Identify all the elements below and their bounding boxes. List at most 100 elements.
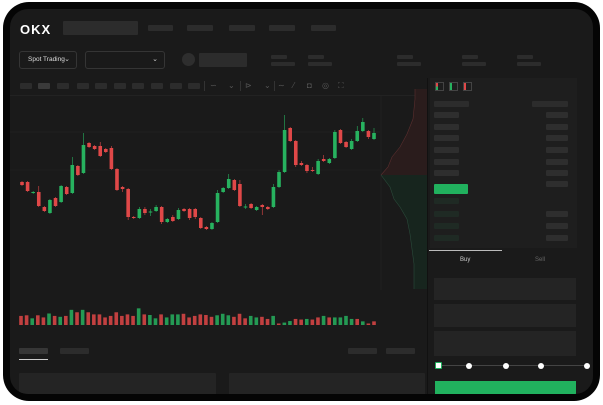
candle-body <box>36 192 41 206</box>
candle-body <box>70 165 75 193</box>
price-display <box>199 53 247 67</box>
candle-body <box>372 133 376 139</box>
price-input[interactable] <box>434 278 576 300</box>
nav-item[interactable] <box>269 25 295 31</box>
buy-button[interactable] <box>435 381 576 394</box>
search-bar[interactable] <box>63 21 138 35</box>
interval-button[interactable] <box>188 83 200 89</box>
bid-price <box>434 198 459 204</box>
interval-button[interactable] <box>170 83 182 89</box>
candle-body <box>120 187 125 189</box>
volume-bar <box>80 309 85 325</box>
interval-button-active[interactable] <box>38 83 50 89</box>
orderbook-header-amount <box>532 101 568 107</box>
nav-item[interactable] <box>148 25 173 31</box>
slider-step[interactable] <box>584 363 590 369</box>
spot-trading-dropdown[interactable]: Spot Trading ⌄ <box>19 51 77 69</box>
volume-bar <box>288 321 292 325</box>
orders-panel-left <box>19 373 216 394</box>
interval-button[interactable] <box>95 83 107 89</box>
candle-body <box>131 217 136 218</box>
tab-sell[interactable]: Sell <box>535 257 546 263</box>
volume-bar <box>30 318 35 325</box>
volume-bar <box>226 315 231 325</box>
volume-bar <box>265 318 270 325</box>
total-input[interactable] <box>434 331 576 356</box>
candle-body <box>59 186 63 202</box>
tab-open-orders[interactable] <box>19 348 48 354</box>
candle-body <box>243 206 248 208</box>
indicator-icon[interactable]: ∽ <box>210 81 217 90</box>
bid-price <box>434 235 459 241</box>
candle-body <box>293 141 298 165</box>
volume-bar <box>148 315 152 325</box>
candlestick-chart[interactable] <box>10 9 427 339</box>
slider-step[interactable] <box>503 363 509 369</box>
volume-bar <box>360 321 365 325</box>
nav-item[interactable] <box>229 25 255 31</box>
ask-amount <box>546 112 568 118</box>
volume-bar <box>254 317 259 325</box>
slider-track[interactable] <box>438 365 586 366</box>
candle-body <box>81 145 86 173</box>
stat-value <box>517 62 541 66</box>
volume-bar <box>24 315 29 325</box>
ask-amount <box>546 181 568 187</box>
slider-step[interactable] <box>538 363 544 369</box>
volume-bar <box>304 318 309 325</box>
volume-bar <box>260 316 264 325</box>
candle-body <box>154 207 158 211</box>
pair-dropdown[interactable]: ⌄ <box>85 51 165 69</box>
volume-bar <box>103 317 107 325</box>
fullscreen-icon[interactable]: ⛶ <box>338 81 344 90</box>
app-screen: OKX Spot Trading ⌄ ⌄ ∽ ⌄ ⊳ ⌄ ∼ ⁄ ◘ ◎ ⛶ <box>10 9 593 394</box>
nav-item[interactable] <box>187 25 213 31</box>
interval-button[interactable] <box>20 83 32 89</box>
candle-body <box>25 182 30 191</box>
volume-bar <box>327 317 331 325</box>
candle-body <box>143 209 147 213</box>
interval-button[interactable] <box>57 83 69 89</box>
ask-price <box>434 147 459 153</box>
amount-input[interactable] <box>434 304 576 327</box>
volume-bar <box>176 314 180 325</box>
stat-label <box>517 55 533 59</box>
orderbook-both-icon[interactable] <box>435 82 444 91</box>
ask-price <box>434 159 459 165</box>
interval-button[interactable] <box>151 83 163 89</box>
orders-panel-right <box>229 373 425 394</box>
filter-button[interactable] <box>348 348 377 354</box>
ask-amount <box>546 135 568 141</box>
filter-button[interactable] <box>386 348 415 354</box>
okx-logo[interactable]: OKX <box>20 22 52 37</box>
chevron-down-icon[interactable]: ⌄ <box>264 81 271 90</box>
candle-body <box>53 198 58 206</box>
chevron-down-icon[interactable]: ⌄ <box>228 81 235 90</box>
candle-body <box>355 131 360 141</box>
nav-item[interactable] <box>311 25 336 31</box>
orderbook-bids-icon[interactable] <box>449 82 458 91</box>
tab-order-history[interactable] <box>60 348 89 354</box>
pencil-icon[interactable]: ⁄ <box>293 81 295 90</box>
volume-bar <box>276 323 281 325</box>
slider-step[interactable] <box>466 363 472 369</box>
camera-icon[interactable]: ◘ <box>307 81 312 90</box>
interval-button[interactable] <box>77 83 89 89</box>
candle-body <box>109 148 114 169</box>
interval-button[interactable] <box>114 83 126 89</box>
drawing-icon[interactable]: ⊳ <box>245 81 252 90</box>
volume-bar <box>198 314 203 325</box>
volume-bar <box>120 315 124 325</box>
slider-handle[interactable] <box>435 362 442 369</box>
candle-body <box>193 209 198 217</box>
tab-buy[interactable]: Buy <box>460 257 471 263</box>
candle-body <box>260 205 265 207</box>
candle-body <box>266 207 270 209</box>
orderbook-asks-icon[interactable] <box>463 82 472 91</box>
interval-button[interactable] <box>132 83 144 89</box>
target-icon[interactable]: ◎ <box>322 81 329 90</box>
line-icon[interactable]: ∼ <box>278 81 285 90</box>
volume-bar <box>366 323 371 325</box>
bid-amount <box>546 235 568 241</box>
candle-body <box>277 172 281 187</box>
